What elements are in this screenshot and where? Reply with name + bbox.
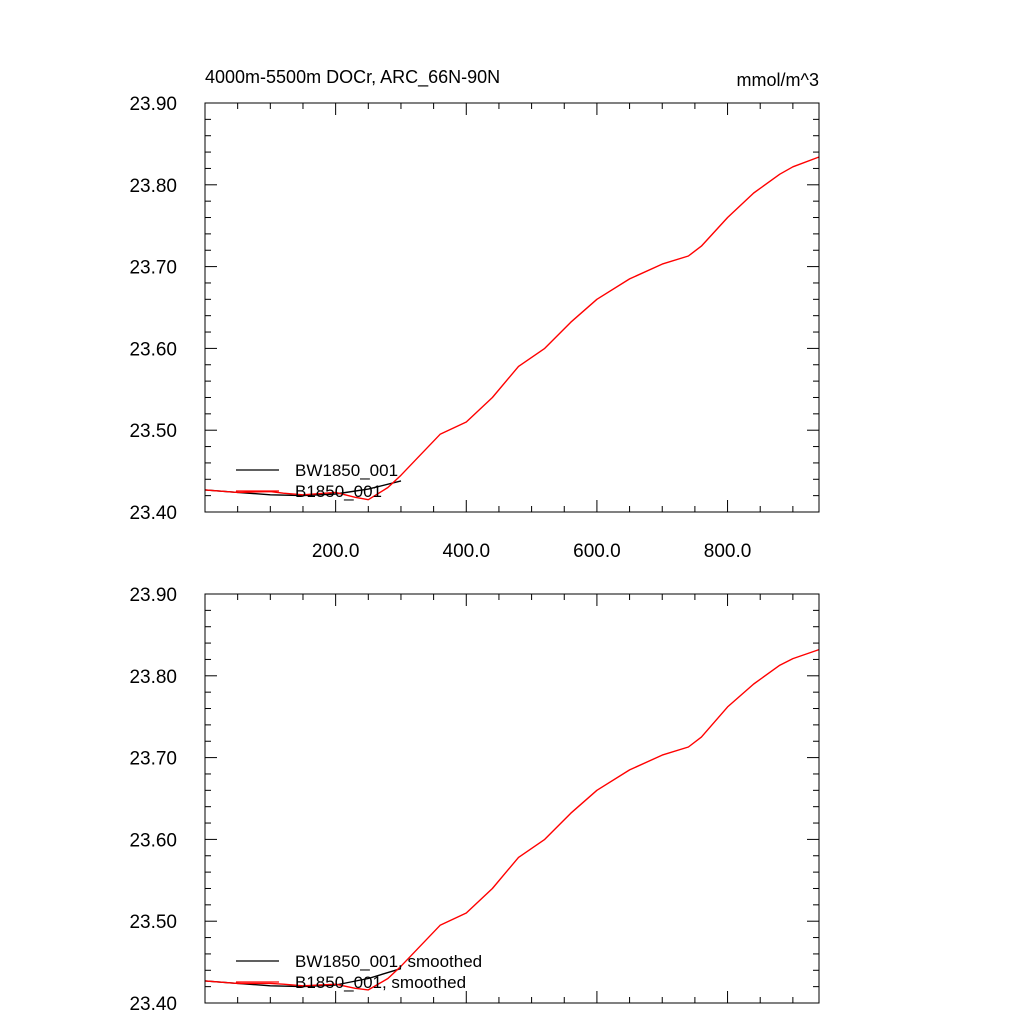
top-panel-ticks: 23.40 23.50 23.60 23.70 23.80 23.90 200.0 400.0… — [129, 94, 819, 562]
y-tick-label: 23.80 — [129, 667, 177, 688]
y-tick-label: 23.80 — [129, 176, 177, 197]
x-tick-label: 400.0 — [443, 541, 491, 562]
x-tick-label: 600.0 — [573, 541, 621, 562]
y-tick-label: 23.90 — [129, 94, 177, 115]
y-tick-label: 23.90 — [129, 585, 177, 606]
legend-label-bw1850: BW1850_001 — [295, 461, 398, 480]
x-tick-label: 200.0 — [312, 541, 360, 562]
legend-label-b1850: B1850_001 — [295, 482, 382, 501]
y-tick-label: 23.60 — [129, 339, 177, 360]
y-tick-label: 23.70 — [129, 258, 177, 279]
legend-label-bw1850-smoothed: BW1850_001, smoothed — [295, 952, 482, 971]
y-tick-label: 23.60 — [129, 830, 177, 851]
bottom-panel: 23.40 23.50 23.60 23.70 23.80 23.90 BW1850_00… — [129, 585, 820, 1015]
y-tick-label: 23.50 — [129, 421, 177, 442]
y-tick-label: 23.40 — [129, 503, 177, 524]
bottom-panel-frame — [204, 593, 820, 1004]
y-tick-label: 23.50 — [129, 912, 177, 933]
top-panel-frame — [204, 102, 820, 513]
bottom-panel-lines — [204, 648, 820, 991]
chart-title: 4000m-5500m DOCr, ARC_66N-90N — [205, 67, 500, 88]
series-line-b1850 — [204, 156, 820, 501]
bottom-panel-ticks: 23.40 23.50 23.60 23.70 23.80 23.90 — [129, 585, 819, 1015]
units-label: mmol/m^3 — [737, 70, 819, 90]
y-tick-label: 23.70 — [129, 749, 177, 770]
series-line-b1850 — [204, 648, 820, 991]
top-panel-legend: BW1850_001 B1850_001 — [236, 461, 398, 501]
bottom-panel-legend: BW1850_001, smoothed B1850_001, smoothed — [236, 952, 482, 992]
legend-label-b1850-smoothed: B1850_001, smoothed — [295, 973, 466, 992]
x-tick-label: 800.0 — [704, 541, 752, 562]
top-panel-lines — [204, 156, 820, 501]
y-tick-label: 23.40 — [129, 994, 177, 1015]
top-panel: 23.40 23.50 23.60 23.70 23.80 23.90 200.0 400.0… — [129, 67, 820, 562]
